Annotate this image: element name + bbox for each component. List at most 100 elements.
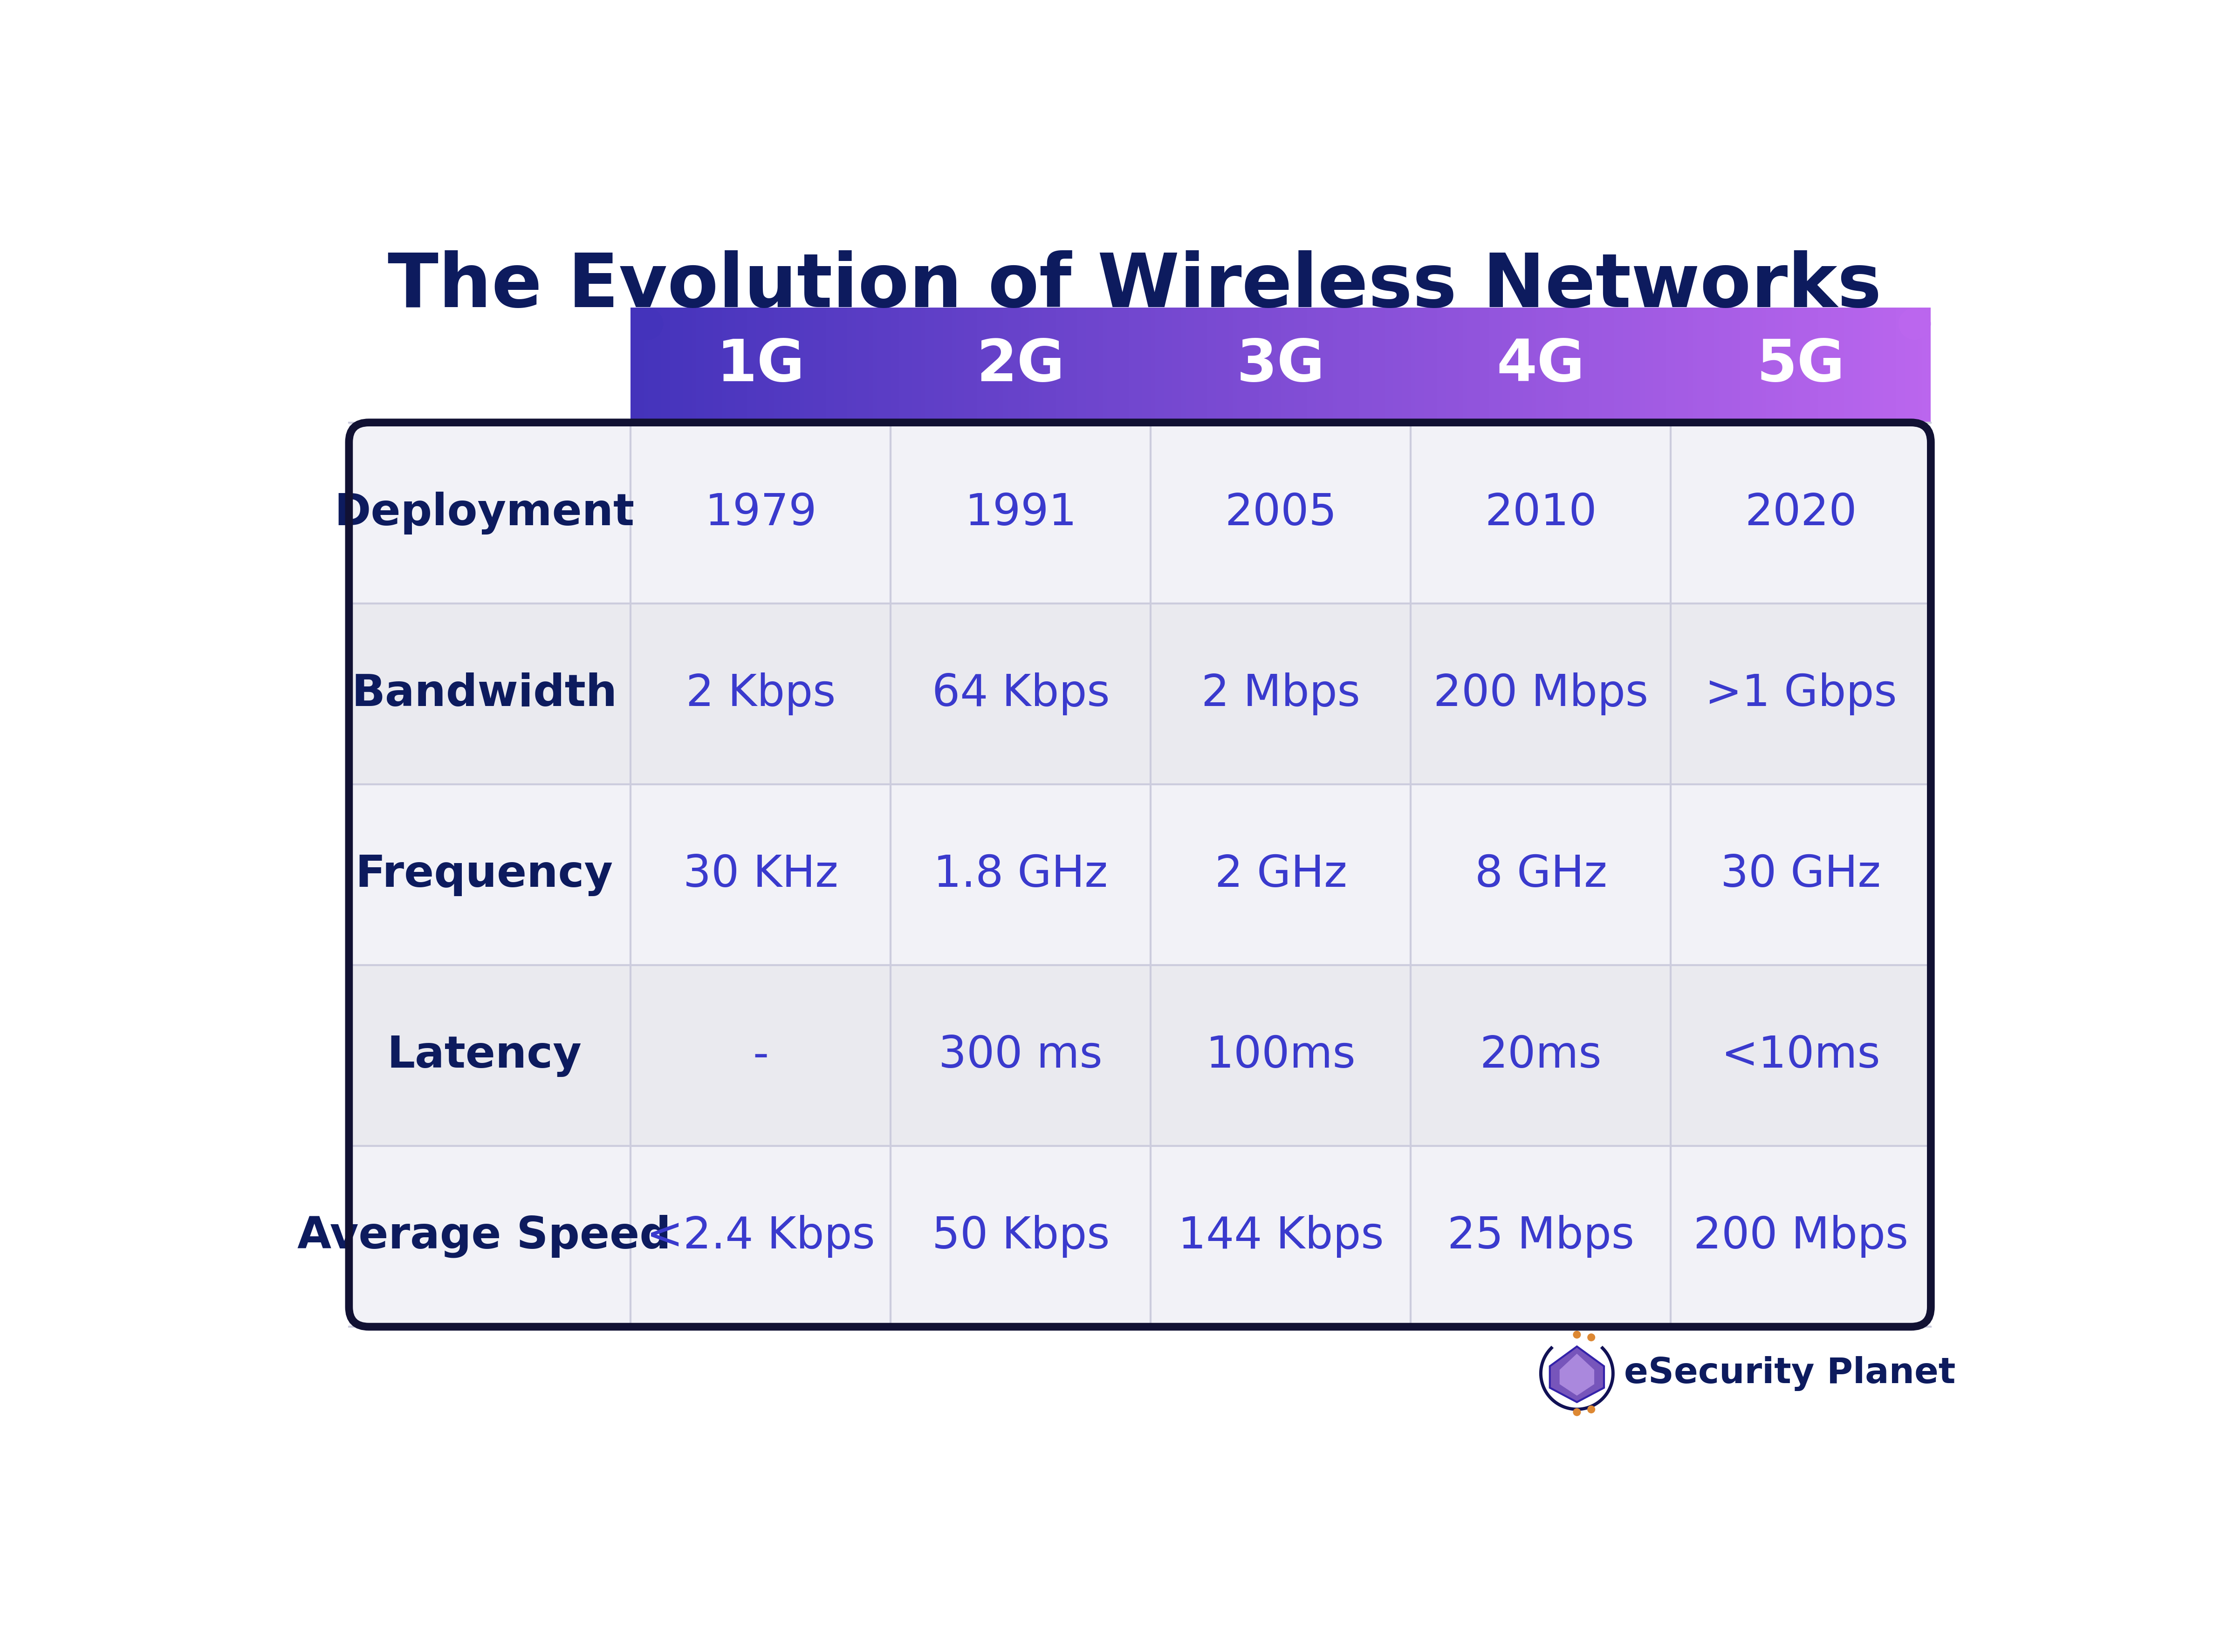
Bar [653,307,658,423]
Bar [1406,307,1410,423]
Bar [1618,307,1623,423]
Text: 2 GHz: 2 GHz [1215,852,1346,895]
Text: 2 Mbps: 2 Mbps [1202,672,1359,715]
Bar [1623,307,1627,423]
Bar [1880,307,1884,423]
Bar [1293,307,1297,423]
Bar [1596,307,1601,423]
Text: 30 KHz: 30 KHz [684,852,839,895]
Bar [1034,307,1038,423]
Bar [844,307,848,423]
Bar [1459,307,1463,423]
Bar [1021,307,1025,423]
Bar [974,307,976,423]
Text: 30 GHz: 30 GHz [1720,852,1882,895]
Bar [817,307,821,423]
Bar [1849,307,1853,423]
Text: 1991: 1991 [965,492,1076,534]
Bar [1355,307,1359,423]
Bar [1497,307,1501,423]
Bar [1831,307,1835,423]
Bar [708,307,713,423]
Bar [1900,307,1904,423]
Text: 200 Mbps: 200 Mbps [1432,672,1647,715]
Bar [1111,307,1116,423]
Bar [1142,307,1147,423]
Bar [1510,307,1514,423]
Text: Frequency: Frequency [354,852,613,895]
Bar [1767,307,1771,423]
Bar [1488,307,1492,423]
Bar [1908,307,1913,423]
Circle shape [1572,1408,1581,1416]
Bar [1468,307,1472,423]
Bar [952,307,956,423]
Bar [1884,307,1889,423]
Bar [1446,307,1450,423]
Bar [782,307,786,423]
Bar [921,307,925,423]
Bar [1632,307,1636,423]
Bar [1541,307,1545,423]
Bar [1687,307,1691,423]
Bar [1364,307,1368,423]
Bar [1672,307,1676,423]
Bar [1025,307,1030,423]
Bar [1514,307,1519,423]
Bar [790,307,795,423]
Bar [835,307,839,423]
Bar [1627,307,1632,423]
Bar [795,307,799,423]
Bar [1789,307,1791,423]
Bar [917,307,921,423]
Bar [686,307,691,423]
Bar [1922,307,1926,423]
Bar [903,307,908,423]
Bar [744,307,748,423]
Bar [762,307,766,423]
Circle shape [1587,1406,1596,1414]
Bar [748,307,753,423]
Bar [826,307,830,423]
Bar [1198,307,1202,423]
Text: 1G: 1G [717,337,806,393]
Bar [1401,307,1406,423]
Bar [1532,307,1537,423]
Text: 2010: 2010 [1486,492,1596,534]
Bar [1277,307,1280,423]
Bar [1636,307,1641,423]
Text: 64 Kbps: 64 Kbps [932,672,1109,715]
Bar [631,307,635,423]
Bar [1745,307,1749,423]
Bar [1519,307,1523,423]
Circle shape [631,307,664,340]
Bar [766,307,770,423]
Bar [981,307,985,423]
Bar [1116,307,1120,423]
Text: >1 Gbps: >1 Gbps [1705,672,1897,715]
Bar [1302,307,1306,423]
Text: 2 Kbps: 2 Kbps [686,672,835,715]
Bar [691,307,695,423]
Bar [1424,307,1428,423]
Bar [1269,307,1273,423]
Bar [999,307,1003,423]
Bar [1202,307,1207,423]
Bar [1173,307,1178,423]
Bar [669,307,673,423]
Text: 2G: 2G [976,337,1065,393]
Bar [1691,307,1696,423]
Bar [912,307,917,423]
Bar [1165,307,1169,423]
Bar [1587,307,1592,423]
Bar [1333,307,1337,423]
Bar [731,307,735,423]
Bar [677,307,682,423]
Bar [1324,307,1328,423]
Bar [1762,307,1767,423]
Bar [894,307,899,423]
Bar [1184,307,1189,423]
Bar [1089,307,1094,423]
Bar [1685,307,1687,423]
Bar [1827,307,1831,423]
